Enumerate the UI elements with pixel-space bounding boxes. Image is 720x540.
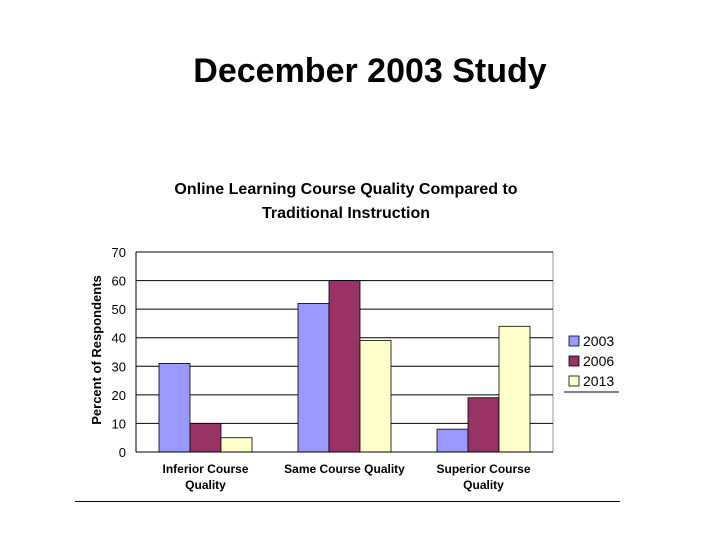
y-axis-label: Percent of Respondents <box>89 275 104 425</box>
bar-2006-3 <box>467 397 500 453</box>
x-tick-label: Same Course Quality <box>284 462 405 476</box>
y-tick-label: 10 <box>112 416 126 431</box>
bar-2006-2 <box>328 280 361 453</box>
chart-title: Traditional Instruction <box>262 205 430 222</box>
y-tick-labels: 0 10 20 30 40 50 60 70 <box>112 245 126 460</box>
bar-2013-2 <box>359 340 392 453</box>
axes <box>135 252 553 453</box>
legend-label: 2006 <box>583 353 614 369</box>
divider-line <box>75 501 620 502</box>
y-tick-label: 40 <box>112 331 126 346</box>
bar-2003-1 <box>158 363 191 453</box>
x-tick-label: Quality <box>185 478 226 492</box>
y-tick-label: 60 <box>112 274 126 289</box>
x-tick-labels: Inferior Course Quality Same Course Qualit… <box>162 462 530 492</box>
bar-2013-3 <box>498 325 531 453</box>
y-tick-label: 50 <box>112 302 126 317</box>
x-tick-label: Inferior Course <box>162 462 248 476</box>
x-tick-label: Quality <box>463 478 504 492</box>
legend-label: 2013 <box>583 373 614 389</box>
chart-titles: Online Learning Course Quality Compared … <box>89 181 518 425</box>
bar-2013-1 <box>220 437 253 453</box>
legend-label: 2003 <box>583 333 614 349</box>
chart-title: Online Learning Course Quality Compared … <box>174 181 517 198</box>
y-tick-label: 0 <box>119 445 126 460</box>
legend-swatch-2013 <box>568 375 580 387</box>
slide-title: December 2003 Study <box>193 52 547 90</box>
y-tick-label: 20 <box>112 388 126 403</box>
bar-2006-1 <box>189 423 222 453</box>
x-tick-label: Superior Course <box>436 462 530 476</box>
y-tick-label: 30 <box>112 359 126 374</box>
bar-2003-3 <box>436 428 469 453</box>
legend-swatch-2006 <box>568 355 580 367</box>
y-tick-label: 70 <box>112 245 126 260</box>
legend-swatch-2003 <box>568 335 580 347</box>
bar-2003-2 <box>297 303 330 453</box>
legend: 2003 2006 2013 <box>564 329 619 393</box>
